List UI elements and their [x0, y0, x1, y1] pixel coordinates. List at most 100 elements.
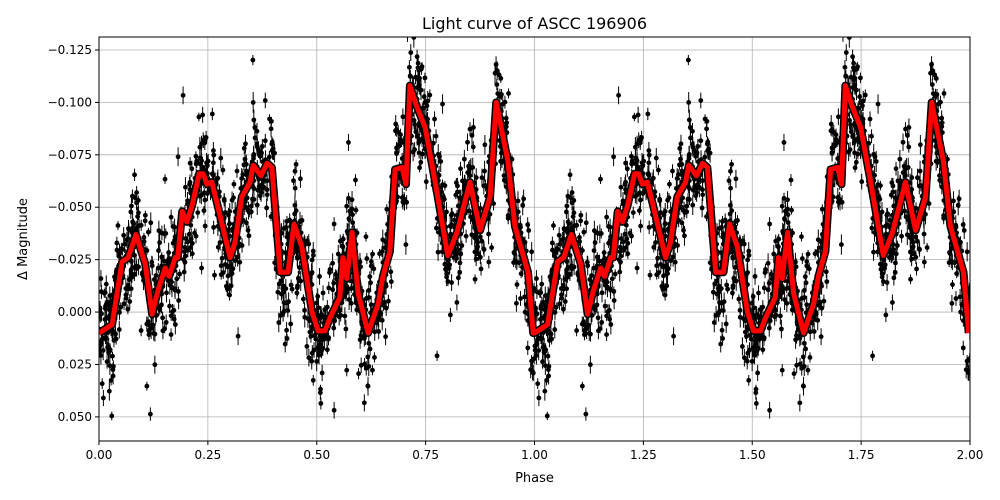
data-point	[891, 270, 897, 286]
data-point	[211, 220, 217, 235]
y-tick-label: 0.050	[58, 410, 92, 424]
data-point	[883, 307, 889, 323]
data-point	[752, 267, 758, 285]
data-point	[777, 307, 783, 325]
data-point	[960, 340, 966, 356]
data-point	[447, 307, 453, 323]
data-point	[858, 72, 863, 84]
data-point	[505, 209, 511, 222]
data-point	[929, 78, 935, 91]
data-point	[465, 133, 470, 151]
data-point	[587, 355, 593, 374]
data-point	[292, 166, 298, 176]
x-axis: 0.00 0.25 0.50 0.75 1.00 1.25 1.50 1.75 2.00	[86, 441, 983, 462]
data-point	[361, 394, 367, 412]
data-point	[286, 292, 292, 311]
y-axis: −0.125 −0.100 −0.075 −0.050 −0.025 0.000 0.025…	[48, 43, 99, 424]
data-point	[331, 402, 337, 419]
data-point	[353, 174, 358, 187]
data-point	[343, 319, 349, 339]
data-point	[799, 231, 804, 242]
data-point	[565, 189, 571, 203]
data-point	[801, 292, 807, 303]
data-point	[788, 174, 794, 187]
data-point	[264, 198, 270, 218]
data-point	[327, 263, 333, 276]
data-point	[867, 111, 873, 127]
data-point	[821, 294, 827, 308]
data-point	[514, 295, 519, 312]
data-point	[145, 227, 151, 237]
data-point	[150, 460, 155, 473]
data-point	[611, 291, 617, 310]
data-point	[365, 376, 371, 396]
data-point	[293, 159, 299, 170]
data-point	[434, 350, 440, 361]
data-point	[966, 365, 970, 382]
data-point	[941, 209, 947, 222]
data-point	[728, 166, 733, 176]
data-point	[799, 253, 805, 264]
data-point	[900, 133, 906, 151]
data-point	[964, 242, 970, 262]
data-point	[408, 44, 414, 62]
data-point	[638, 219, 644, 233]
data-point	[823, 265, 829, 278]
y-tick-label: −0.050	[48, 200, 92, 214]
data-point	[377, 248, 382, 259]
data-point	[235, 327, 241, 346]
data-point	[116, 320, 122, 339]
data-point	[756, 285, 761, 301]
data-point	[318, 397, 324, 410]
data-point	[746, 374, 752, 386]
data-point	[647, 270, 653, 281]
data-point	[406, 37, 409, 42]
data-point	[234, 164, 240, 178]
data-point	[481, 242, 487, 257]
data-point	[514, 280, 520, 290]
data-point	[310, 374, 316, 386]
data-point	[915, 168, 920, 187]
data-point	[482, 160, 487, 182]
data-point	[595, 311, 601, 325]
data-point	[824, 274, 830, 289]
data-point	[518, 291, 523, 306]
data-point	[162, 174, 168, 184]
data-point	[346, 133, 351, 152]
data-point	[156, 220, 162, 241]
data-point	[535, 378, 541, 390]
data-point	[288, 314, 294, 333]
data-point	[539, 275, 545, 293]
data-point	[897, 149, 903, 169]
x-tick-label: 1.25	[630, 448, 657, 462]
data-point	[363, 231, 369, 242]
data-point	[486, 223, 491, 245]
data-point	[778, 319, 784, 339]
data-point	[723, 314, 729, 333]
data-point	[372, 352, 377, 363]
y-tick-label: −0.025	[48, 253, 92, 267]
data-point	[138, 324, 144, 337]
x-tick-label: 1.75	[848, 448, 875, 462]
data-point	[221, 194, 227, 207]
data-point	[461, 149, 467, 169]
data-point	[870, 350, 875, 361]
data-point	[364, 253, 370, 264]
data-point	[871, 243, 876, 261]
data-point	[407, 24, 412, 36]
data-point	[744, 353, 750, 370]
x-axis-label: Phase	[515, 471, 554, 486]
data-point	[670, 164, 675, 178]
data-point	[130, 189, 135, 203]
data-point	[522, 288, 528, 305]
data-point	[763, 263, 768, 276]
data-point	[581, 227, 587, 237]
y-axis-label: Δ Magnitude	[16, 198, 31, 280]
data-point	[843, 44, 849, 62]
data-point	[185, 234, 191, 250]
data-point	[890, 294, 895, 311]
data-point	[635, 106, 641, 123]
data-point	[454, 294, 460, 311]
data-point	[199, 261, 205, 275]
data-point	[791, 368, 797, 380]
